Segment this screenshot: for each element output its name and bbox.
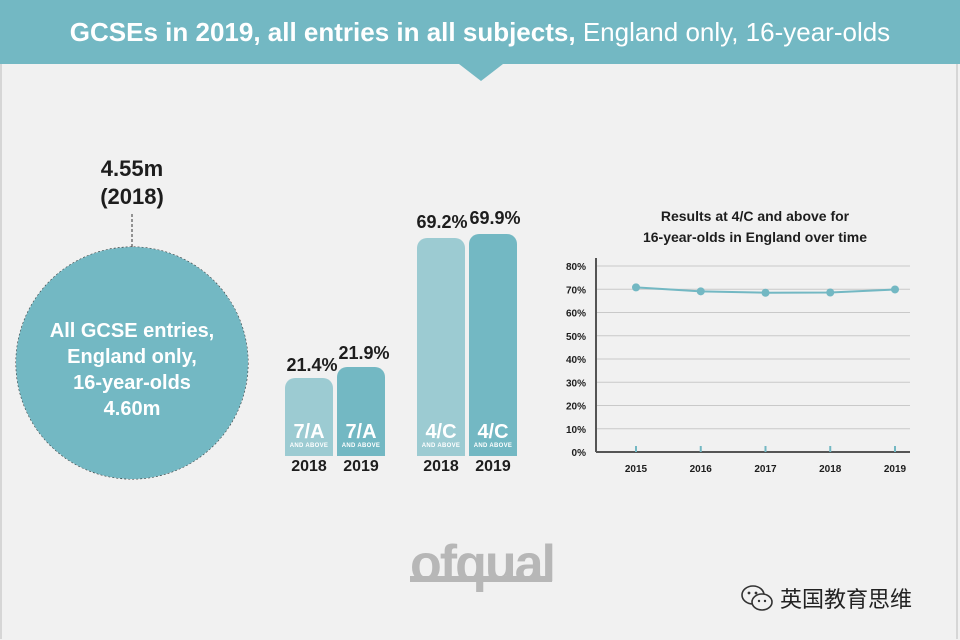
bar-4c-2018-grade-text: 4/C bbox=[425, 421, 457, 443]
y-tick-label: 80% bbox=[566, 262, 586, 273]
data-point bbox=[826, 288, 835, 297]
chart-title-line1: Results at 4/C and above for bbox=[660, 208, 850, 224]
bar-4c-2019-grade: 4/C AND ABOVE bbox=[469, 422, 517, 450]
bar-4c-2018-year: 2018 bbox=[423, 458, 459, 475]
bar-7a-2018-year: 2018 bbox=[291, 458, 327, 475]
current-entries-label: All GCSE entries, England only, 16-year-… bbox=[32, 318, 232, 422]
bar-7a-2019-year: 2019 bbox=[343, 458, 379, 475]
previous-entries-year: (2018) bbox=[100, 184, 164, 209]
x-tick-label: 2016 bbox=[690, 464, 713, 475]
y-tick-label: 40% bbox=[566, 355, 586, 366]
bar-4c-2019-grade-text: 4/C bbox=[477, 421, 509, 443]
bar-7a-2018-grade-sub: AND ABOVE bbox=[289, 443, 329, 449]
current-entries-line3: 16-year-olds bbox=[73, 372, 191, 394]
bar-4c-2019-year: 2019 bbox=[475, 458, 511, 475]
ofqual-logo: ofqual bbox=[410, 535, 556, 593]
bar-7a-2019-grade: 7/A AND ABOVE bbox=[337, 422, 385, 450]
data-point bbox=[891, 285, 899, 294]
current-entries-value: 4.60m bbox=[103, 398, 161, 420]
header-title-regular: England only, 16-year-olds bbox=[582, 16, 891, 47]
data-point bbox=[632, 283, 640, 292]
y-tick-label: 10% bbox=[566, 425, 586, 436]
bar-7a-2018 bbox=[285, 378, 333, 456]
banner-notch bbox=[459, 64, 503, 81]
x-tick-label: 2019 bbox=[884, 464, 907, 475]
content-frame bbox=[0, 64, 958, 639]
y-tick-label: 0% bbox=[572, 448, 587, 459]
ofqual-logo-underline bbox=[410, 576, 552, 582]
bar-4c-2018-label: 69.2% bbox=[416, 212, 468, 232]
watermark-text: 英国教育思维 bbox=[780, 587, 913, 612]
data-point bbox=[761, 288, 770, 297]
header-banner: GCSEs in 2019, all entries in all subjec… bbox=[0, 0, 960, 64]
x-tick-label: 2018 bbox=[819, 464, 842, 475]
bar-7a-2019-grade-sub: AND ABOVE bbox=[341, 443, 381, 449]
bar-4c-2019-grade-sub: AND ABOVE bbox=[473, 443, 513, 449]
y-tick-label: 30% bbox=[566, 378, 586, 389]
y-tick-label: 60% bbox=[566, 309, 586, 320]
bar-4c-2019-label: 69.9% bbox=[469, 208, 521, 228]
y-tick-label: 70% bbox=[566, 285, 586, 296]
data-point bbox=[696, 287, 705, 296]
y-tick-label: 20% bbox=[566, 402, 586, 413]
line-chart: 0% 10% 20% 30% 40% 50% 60% 70% 80% 2015 2016 2017 20… bbox=[566, 258, 910, 475]
y-tick-label: 50% bbox=[566, 332, 586, 343]
chart-title-line2: 16-year-olds in England over time bbox=[642, 229, 868, 245]
bar-4c-2018-grade: 4/C AND ABOVE bbox=[417, 422, 465, 450]
wechat-icon bbox=[741, 585, 773, 611]
bar-4c-2019 bbox=[469, 234, 517, 456]
x-tick-label: 2015 bbox=[625, 464, 648, 475]
bar-7a-2019 bbox=[337, 367, 385, 456]
bar-7a-2018-grade: 7/A AND ABOVE bbox=[285, 422, 333, 450]
current-entries-line2: England only, bbox=[67, 346, 197, 368]
bar-7a-2018-grade-text: 7/A bbox=[293, 421, 325, 443]
current-entries-circle bbox=[16, 247, 248, 479]
bar-7a-2019-grade-text: 7/A bbox=[345, 421, 377, 443]
x-tick-label: 2017 bbox=[754, 464, 777, 475]
header-title-bold: GCSEs in 2019, all entries in all subjec… bbox=[69, 16, 576, 47]
bar-7a-2018-label: 21.4% bbox=[286, 355, 338, 375]
watermark: 英国教育思维 bbox=[740, 582, 912, 614]
entries-circle-graphic bbox=[15, 214, 249, 480]
bar-4c-2018-grade-sub: AND ABOVE bbox=[421, 443, 461, 449]
bar-4c-2018 bbox=[417, 238, 465, 456]
bar-7a-2019-label: 21.9% bbox=[338, 343, 390, 363]
current-entries-line1: All GCSE entries, bbox=[49, 320, 215, 342]
chart-title: Results at 4/C and above for 16-year-old… bbox=[610, 206, 900, 248]
previous-entries-value: 4.55m bbox=[100, 156, 164, 181]
